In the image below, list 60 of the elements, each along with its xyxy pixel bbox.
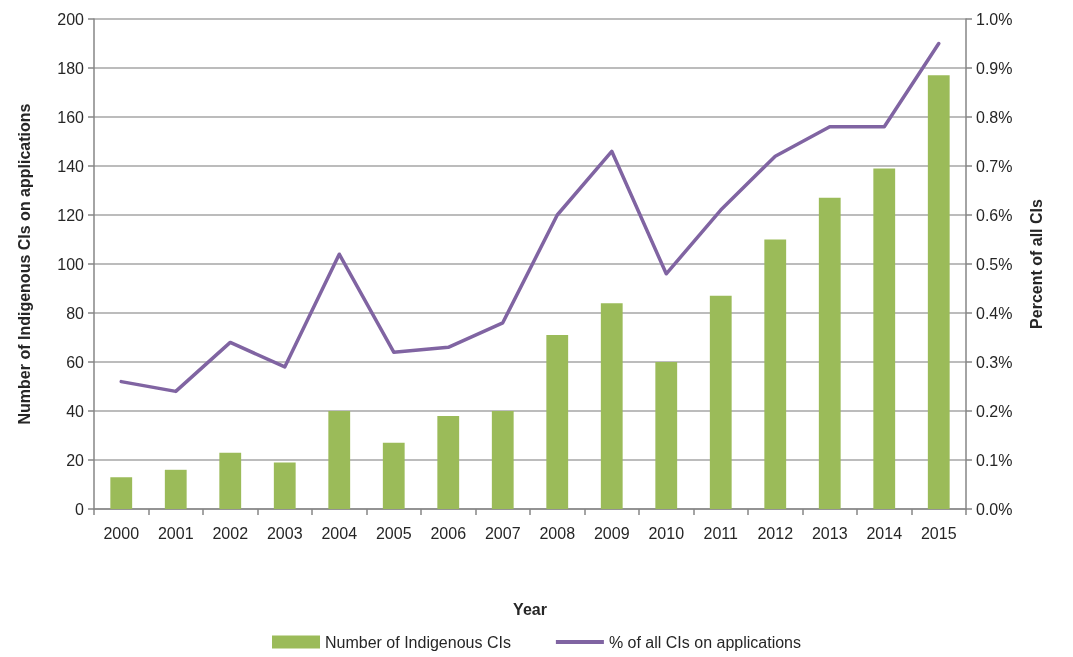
x-axis-title: Year bbox=[513, 600, 547, 618]
bar bbox=[764, 239, 787, 509]
y2-axis-title: Percent of all CIs bbox=[1027, 198, 1045, 329]
x-tick-label: 2002 bbox=[212, 524, 249, 542]
bar bbox=[655, 362, 678, 509]
y2-tick-label: 0.5% bbox=[976, 255, 1013, 273]
y-tick-label: 100 bbox=[57, 255, 85, 273]
bar bbox=[273, 462, 296, 509]
x-tick-label: 2011 bbox=[703, 524, 739, 542]
x-tick-label: 2006 bbox=[430, 524, 467, 542]
y2-tick-label: 0.7% bbox=[976, 157, 1013, 175]
line-series bbox=[119, 41, 941, 394]
x-tick-label: 2001 bbox=[157, 524, 194, 542]
x-tick-label: 2005 bbox=[375, 524, 412, 542]
x-tick-label: 2010 bbox=[648, 524, 685, 542]
y-axis-title: Number of Indigenous CIs on applications bbox=[15, 103, 33, 425]
bar bbox=[164, 469, 187, 509]
x-tick-label: 2015 bbox=[920, 524, 957, 542]
y-tick-label: 160 bbox=[57, 108, 85, 126]
bar bbox=[382, 442, 405, 509]
x-tick-label: 2008 bbox=[539, 524, 576, 542]
y-tick-label: 40 bbox=[66, 402, 85, 420]
y2-tick-label: 0.9% bbox=[976, 59, 1013, 77]
y2-tick-label: 0.4% bbox=[976, 304, 1013, 322]
y-tick-label: 140 bbox=[57, 157, 85, 175]
y-tick-label: 20 bbox=[66, 451, 85, 469]
y2-tick-label: 0.2% bbox=[976, 402, 1013, 420]
bar bbox=[491, 411, 514, 509]
y2-tick-label: 0.1% bbox=[976, 451, 1013, 469]
legend-label: Number of Indigenous CIs bbox=[325, 633, 511, 651]
bar bbox=[437, 415, 460, 509]
bar bbox=[600, 303, 623, 509]
y-tick-label: 0 bbox=[75, 500, 85, 518]
legend-label: % of all CIs on applications bbox=[608, 633, 801, 651]
bar bbox=[328, 411, 351, 509]
y2-tick-label: 1.0% bbox=[976, 10, 1013, 28]
y2-tick-label: 0.8% bbox=[976, 108, 1013, 126]
bar bbox=[110, 477, 133, 509]
y-tick-label: 120 bbox=[57, 206, 85, 224]
x-tick-label: 2003 bbox=[266, 524, 303, 542]
bar bbox=[219, 452, 242, 509]
y2-tick-label: 0.6% bbox=[976, 206, 1013, 224]
bar bbox=[709, 295, 732, 509]
y2-tick-label: 0.0% bbox=[976, 500, 1013, 518]
x-tick-label: 2000 bbox=[103, 524, 140, 542]
x-tick-label: 2014 bbox=[866, 524, 903, 542]
bar bbox=[873, 168, 896, 509]
x-tick-label: 2004 bbox=[321, 524, 358, 542]
bar bbox=[546, 335, 569, 509]
x-tick-label: 2012 bbox=[757, 524, 794, 542]
x-tick-label: 2013 bbox=[811, 524, 848, 542]
x-tick-label: 2009 bbox=[593, 524, 630, 542]
y-tick-label: 80 bbox=[66, 304, 85, 322]
x-tick-label: 2007 bbox=[484, 524, 521, 542]
y-tick-label: 180 bbox=[57, 59, 85, 77]
bar bbox=[927, 75, 950, 509]
y-tick-label: 60 bbox=[66, 353, 85, 371]
y2-tick-label: 0.3% bbox=[976, 353, 1013, 371]
bar bbox=[818, 197, 841, 509]
y-tick-label: 200 bbox=[57, 10, 85, 28]
